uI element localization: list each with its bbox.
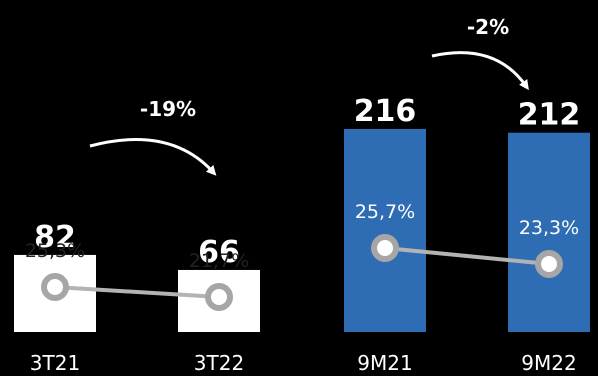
change-label-3t: -19% [140,97,196,121]
change-label-9m: -2% [467,15,509,39]
margin-line-3t [54,285,220,299]
category-label-3t22: 3T22 [194,351,244,375]
margin-marker-9m21 [371,234,399,262]
bar-value-3t22: 66 [198,235,240,270]
margin-marker-3t21 [41,273,69,301]
margin-label-9m21: 25,7% [355,201,415,223]
bar-value-3t21: 82 [34,220,76,255]
change-arrow-3t [89,138,217,176]
margin-label-9m22: 23,3% [519,217,579,239]
category-label-9m22: 9M22 [521,351,576,375]
bar-value-9m22: 212 [518,98,581,133]
margin-label-3t22: 21,7% [189,250,249,272]
bar-9m22 [508,132,590,332]
bar-value-9m21: 216 [354,94,417,129]
category-label-3t21: 3T21 [30,351,80,375]
change-arrow-9m [431,51,529,91]
margin-marker-9m22 [535,250,563,278]
bar-9m21 [344,128,426,332]
margin-marker-3t22 [205,283,233,311]
category-label-9m21: 9M21 [357,351,412,375]
margin-line-9m [384,246,550,266]
margin-label-3t21: 25,3% [25,240,85,262]
